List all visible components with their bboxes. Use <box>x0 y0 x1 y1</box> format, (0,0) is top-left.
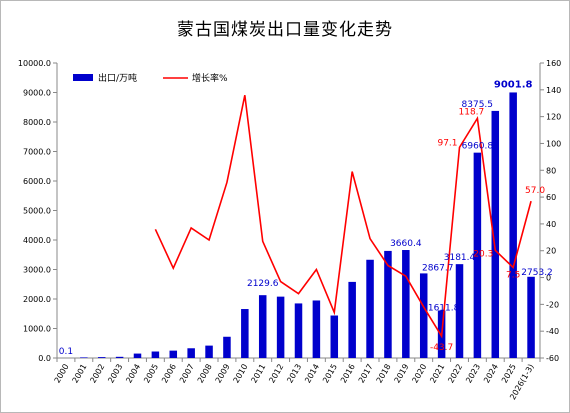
x-tick-label: 2004 <box>124 363 142 385</box>
x-tick-label: 2005 <box>142 363 160 385</box>
right-tick-label: 40 <box>546 220 556 229</box>
x-tick-label: 2007 <box>178 363 196 385</box>
x-tick-label: 2024 <box>482 363 500 385</box>
right-tick-label: 60 <box>546 193 556 202</box>
x-tick-label: 2016 <box>339 363 357 385</box>
x-tick-label: 2020 <box>410 363 428 385</box>
bar <box>258 295 267 358</box>
bar <box>509 92 517 358</box>
right-tick-label: 140 <box>546 86 561 95</box>
legend-line-label: 增长率% <box>192 72 228 84</box>
x-tick-label: 2012 <box>267 363 285 385</box>
bar <box>348 281 356 358</box>
bar <box>115 356 124 358</box>
right-tick-label: 80 <box>546 166 556 175</box>
bar-data-label: 6960.8 <box>462 142 494 152</box>
bar <box>312 300 321 358</box>
x-tick-label: 2013 <box>285 363 303 385</box>
bar <box>80 357 88 358</box>
x-tick-label: 2014 <box>303 363 321 385</box>
legend-bar-swatch <box>73 74 93 81</box>
left-tick-label: 5000.0 <box>23 207 51 216</box>
x-tick-label: 2008 <box>196 363 214 385</box>
bar <box>402 250 410 358</box>
left-tick-label: 3000.0 <box>23 266 51 275</box>
x-tick-label: 2019 <box>393 363 411 385</box>
left-tick-label: 8000.0 <box>23 118 51 127</box>
line-data-label: -43.7 <box>430 343 453 353</box>
bar-data-label: 2867.7 <box>422 263 454 273</box>
bar <box>527 276 535 358</box>
x-tick-label: 2011 <box>249 363 267 385</box>
bar-data-label: 8375.5 <box>462 100 494 110</box>
x-tick-label: 2025 <box>500 363 518 385</box>
bar <box>169 350 178 358</box>
left-tick-label: 4000.0 <box>23 236 51 245</box>
x-tick-label: 2023 <box>464 363 482 385</box>
bar-data-label: 3181.4 <box>444 253 476 263</box>
growth-rate-line <box>154 95 532 339</box>
bar-data-label: 3660.4 <box>390 239 422 249</box>
right-tick-label: -40 <box>546 327 559 336</box>
bar <box>330 315 339 358</box>
bar-data-label: 0.1 <box>59 347 73 357</box>
left-tick-label: 10000.0 <box>18 59 51 68</box>
right-tick-label: 120 <box>546 113 561 122</box>
bar <box>366 259 374 358</box>
left-tick-label: 7000.0 <box>23 148 51 157</box>
bar <box>187 348 195 358</box>
x-tick-label: 2003 <box>106 363 124 385</box>
x-tick-label: 2017 <box>357 363 375 385</box>
x-tick-label: 2015 <box>321 363 339 385</box>
left-tick-label: 6000.0 <box>23 177 51 186</box>
x-tick-label: 2021 <box>428 363 446 385</box>
bar <box>455 264 464 358</box>
bar-data-label: 9001.8 <box>494 79 533 90</box>
bar <box>384 250 392 358</box>
left-tick-label: 2000.0 <box>23 295 51 304</box>
x-tick-label: 2022 <box>446 363 464 385</box>
bar <box>151 351 160 358</box>
bar-data-label: 1611.8 <box>428 303 460 313</box>
x-tick-label: 2002 <box>88 363 106 385</box>
bar-data-label: 2129.6 <box>247 279 279 289</box>
x-tick-label: 2010 <box>232 363 250 385</box>
bar <box>294 303 303 358</box>
right-tick-label: 20 <box>546 247 556 256</box>
line-data-label: 20.3 <box>473 249 493 259</box>
x-tick-label: 2000 <box>53 363 71 385</box>
bar <box>223 336 231 358</box>
bar <box>241 309 249 358</box>
bar <box>276 296 285 358</box>
x-tick-label: 2018 <box>375 363 393 385</box>
bar <box>491 110 500 358</box>
legend-bar-label: 出口/万吨 <box>98 72 137 84</box>
left-tick-label: 0.0 <box>38 354 51 363</box>
right-tick-label: 0 <box>546 274 551 283</box>
right-tick-label: 100 <box>546 139 561 148</box>
bar <box>419 273 428 358</box>
x-tick-label: 2009 <box>214 363 232 385</box>
x-tick-label: 2006 <box>160 363 178 385</box>
line-data-label: 57.0 <box>525 186 545 196</box>
bar-data-label: 2753.2 <box>521 268 553 278</box>
left-tick-label: 1000.0 <box>23 325 51 334</box>
right-tick-label: -60 <box>546 354 559 363</box>
right-tick-label: 160 <box>546 59 561 68</box>
bar <box>205 345 213 358</box>
bar <box>133 353 142 358</box>
bar <box>473 152 482 358</box>
line-data-label: 7.5 <box>506 270 520 280</box>
right-tick-label: -20 <box>546 300 559 309</box>
x-tick-label: 2001 <box>71 363 89 385</box>
bar <box>97 357 106 358</box>
line-data-label: 118.7 <box>459 107 485 117</box>
line-data-label: 97.1 <box>437 138 457 148</box>
chart-title: 蒙古国煤炭出口量变化走势 <box>177 20 393 40</box>
left-tick-label: 9000.0 <box>23 89 51 98</box>
